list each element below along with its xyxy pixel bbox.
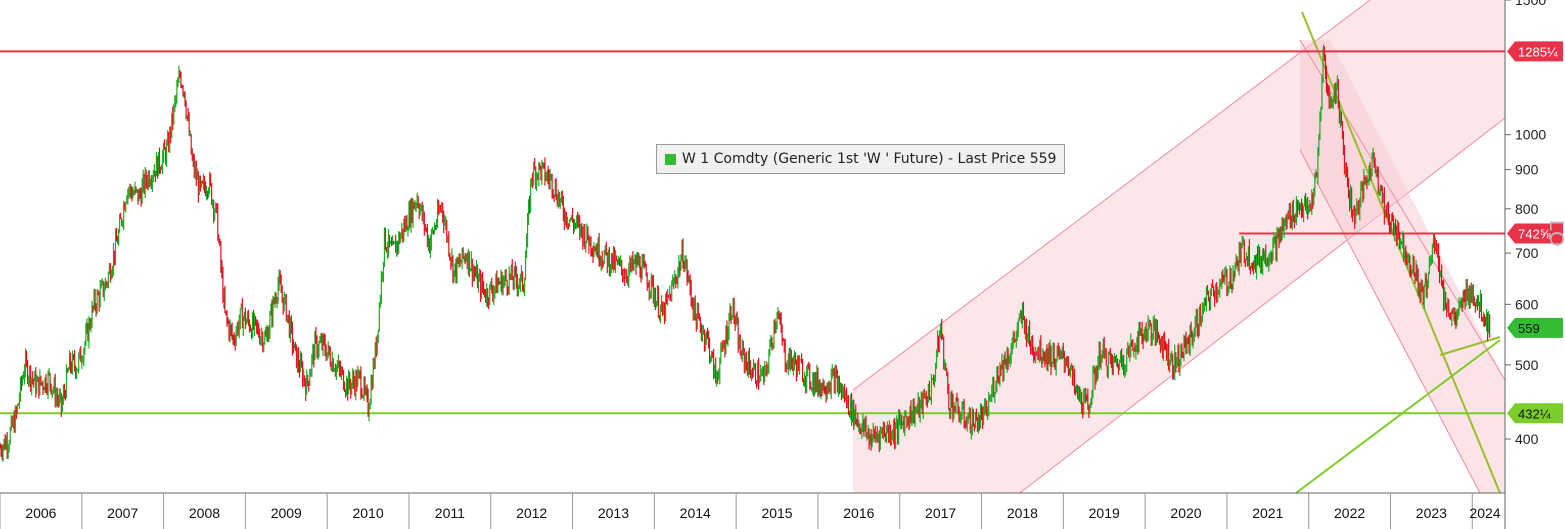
- legend-label: W 1 Comdty (Generic 1st 'W ' Future) - L…: [682, 151, 1057, 167]
- price-tag: 1285¼: [1507, 41, 1563, 62]
- x-tick-label: 2012: [516, 505, 547, 521]
- y-tick-label: 400: [1515, 431, 1539, 447]
- x-tick-label: 2008: [189, 505, 220, 521]
- price-series: [0, 44, 1491, 462]
- x-tick-label: 2006: [25, 505, 56, 521]
- y-tick-label: 600: [1515, 296, 1539, 312]
- x-tick-label: 2017: [925, 505, 956, 521]
- x-tick-label: 2016: [843, 505, 874, 521]
- x-tick-label: 2010: [352, 505, 383, 521]
- y-tick-label: 1500: [1515, 0, 1546, 8]
- x-tick-label: 2022: [1334, 505, 1365, 521]
- x-tick-label: 2021: [1252, 505, 1283, 521]
- rising-channel-lower-line: [1019, 117, 1506, 494]
- legend-box: W 1 Comdty (Generic 1st 'W ' Future) - L…: [656, 144, 1066, 174]
- x-tick-label: 2013: [598, 505, 629, 521]
- x-tick-label: 2020: [1170, 505, 1201, 521]
- y-tick-label: 500: [1515, 357, 1539, 373]
- y-tick-label: 1000: [1515, 127, 1546, 143]
- y-tick-label: 900: [1515, 162, 1539, 178]
- price-tag-shape: [1507, 317, 1563, 338]
- x-tick-label: 2019: [1089, 505, 1120, 521]
- legend-swatch-icon: [665, 153, 676, 165]
- x-tick-label: 2011: [435, 505, 465, 521]
- price-tag: 742⅝: [1507, 223, 1563, 244]
- price-tag-shape: [1507, 223, 1563, 244]
- price-tag-shape: [1507, 403, 1563, 424]
- falling-channel-lower-line: [1299, 149, 1481, 494]
- x-tick-label: 2023: [1416, 505, 1447, 521]
- price-tag-label: 432¼: [1518, 406, 1551, 421]
- price-tags: 1285¼ 742⅝ 559 432¼: [1507, 41, 1563, 424]
- x-tick-label: 2009: [271, 505, 302, 521]
- y-tick-label: 700: [1515, 245, 1539, 261]
- price-tag-label: 559: [1518, 321, 1540, 336]
- y-tick-label: 800: [1515, 201, 1539, 217]
- x-tick-label: 2007: [107, 505, 138, 521]
- rising-channel-upper-line: [852, 0, 1371, 391]
- x-tick-label: 2015: [761, 505, 792, 521]
- x-tick-label: 2018: [1007, 505, 1038, 521]
- rising-trendline-long: [1295, 339, 1501, 494]
- x-tick-label: 2024: [1469, 505, 1500, 521]
- price-tag-shape: [1507, 41, 1563, 62]
- price-tag-label: 1285¼: [1518, 44, 1558, 59]
- price-tag: 432¼: [1507, 403, 1563, 424]
- x-tick-label: 2014: [680, 505, 711, 521]
- side-logo-mark: LO: [1545, 220, 1565, 247]
- price-tag-label: 742⅝: [1518, 227, 1551, 242]
- price-tag: 559: [1507, 317, 1563, 338]
- rising-trendline-short: [1439, 336, 1501, 356]
- horizontal-levels: [0, 50, 1505, 415]
